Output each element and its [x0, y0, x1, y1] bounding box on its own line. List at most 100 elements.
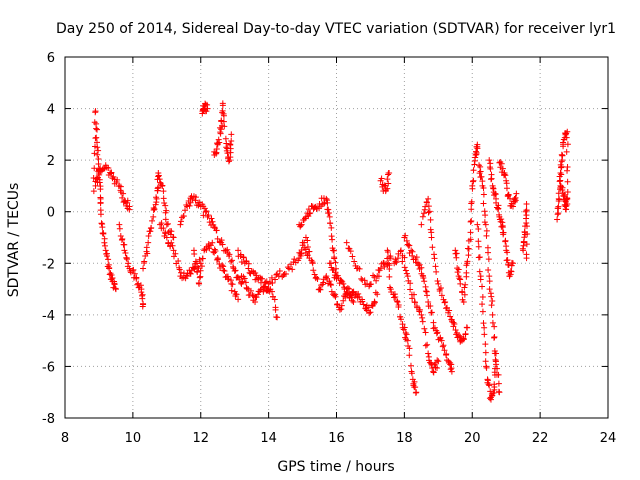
- data-point: [311, 271, 318, 278]
- data-point: [160, 225, 167, 232]
- data-point: [378, 175, 385, 182]
- data-point: [386, 266, 393, 273]
- data-point: [413, 303, 420, 310]
- data-point: [480, 191, 487, 198]
- data-point: [98, 220, 105, 227]
- data-point: [306, 248, 313, 255]
- data-point: [120, 190, 127, 197]
- data-point: [563, 148, 570, 155]
- data-point: [105, 164, 112, 171]
- data-point: [94, 151, 101, 158]
- data-point: [395, 302, 402, 309]
- data-point: [403, 270, 410, 277]
- data-point: [505, 261, 512, 268]
- data-point: [382, 187, 389, 194]
- data-point: [493, 361, 500, 368]
- data-point: [271, 296, 278, 303]
- data-point: [428, 360, 435, 367]
- data-point: [198, 263, 205, 270]
- data-point: [282, 270, 289, 277]
- data-point: [426, 208, 433, 215]
- data-point: [482, 221, 489, 228]
- data-point: [440, 342, 447, 349]
- data-point: [407, 362, 414, 369]
- data-point: [564, 188, 571, 195]
- data-point: [310, 267, 317, 274]
- data-point: [438, 337, 445, 344]
- data-point: [372, 289, 379, 296]
- data-point: [392, 293, 399, 300]
- data-point: [304, 243, 311, 250]
- data-point: [425, 209, 432, 216]
- data-point: [419, 213, 426, 220]
- data-point: [114, 176, 121, 183]
- data-point: [422, 342, 429, 349]
- data-point: [321, 200, 328, 207]
- data-point: [284, 264, 291, 271]
- data-point: [338, 306, 345, 313]
- data-point: [138, 289, 145, 296]
- data-point: [467, 236, 474, 243]
- data-point: [214, 140, 221, 147]
- data-point: [90, 188, 97, 195]
- data-point: [316, 286, 323, 293]
- data-point: [100, 229, 107, 236]
- data-point: [478, 173, 485, 180]
- y-tick-label: 4: [47, 103, 55, 118]
- data-point: [482, 341, 489, 348]
- data-point: [162, 202, 169, 209]
- data-point: [117, 232, 124, 239]
- data-point: [488, 175, 495, 182]
- data-point: [153, 194, 160, 201]
- data-point: [421, 278, 428, 285]
- y-tick-label: -4: [42, 309, 55, 324]
- data-point: [343, 288, 350, 295]
- data-point: [125, 260, 132, 267]
- data-point: [523, 223, 530, 230]
- data-point: [301, 239, 308, 246]
- data-point: [564, 195, 571, 202]
- data-point: [489, 311, 496, 318]
- data-point: [434, 277, 441, 284]
- data-point: [133, 274, 140, 281]
- data-point: [298, 221, 305, 228]
- data-point: [434, 329, 441, 336]
- x-tick-label: 14: [260, 431, 277, 446]
- x-tick-label: 22: [532, 431, 549, 446]
- data-point: [226, 251, 233, 258]
- data-point: [338, 302, 345, 309]
- data-point: [423, 199, 430, 206]
- data-point: [202, 208, 209, 215]
- data-point: [139, 291, 146, 298]
- data-point: [464, 258, 471, 265]
- data-point: [209, 239, 216, 246]
- data-point: [431, 324, 438, 331]
- data-point: [425, 203, 432, 210]
- data-point: [511, 195, 518, 202]
- data-point: [170, 234, 177, 241]
- data-point: [461, 284, 468, 291]
- data-point: [415, 262, 422, 269]
- data-point: [485, 256, 492, 263]
- data-point: [197, 273, 204, 280]
- data-point: [224, 246, 231, 253]
- data-point: [424, 341, 431, 348]
- data-point: [418, 311, 425, 318]
- data-point: [432, 364, 439, 371]
- data-point: [186, 202, 193, 209]
- data-point: [455, 332, 462, 339]
- data-point: [523, 207, 530, 214]
- data-point: [413, 389, 420, 396]
- data-point: [121, 247, 128, 254]
- data-point: [259, 275, 266, 282]
- data-point: [479, 294, 486, 301]
- data-point: [150, 213, 157, 220]
- data-point: [153, 195, 160, 202]
- data-point: [124, 197, 131, 204]
- data-point: [509, 203, 516, 210]
- data-point: [340, 280, 347, 287]
- data-point: [347, 248, 354, 255]
- data-point: [366, 310, 373, 317]
- data-point: [147, 228, 154, 235]
- data-point: [374, 291, 381, 298]
